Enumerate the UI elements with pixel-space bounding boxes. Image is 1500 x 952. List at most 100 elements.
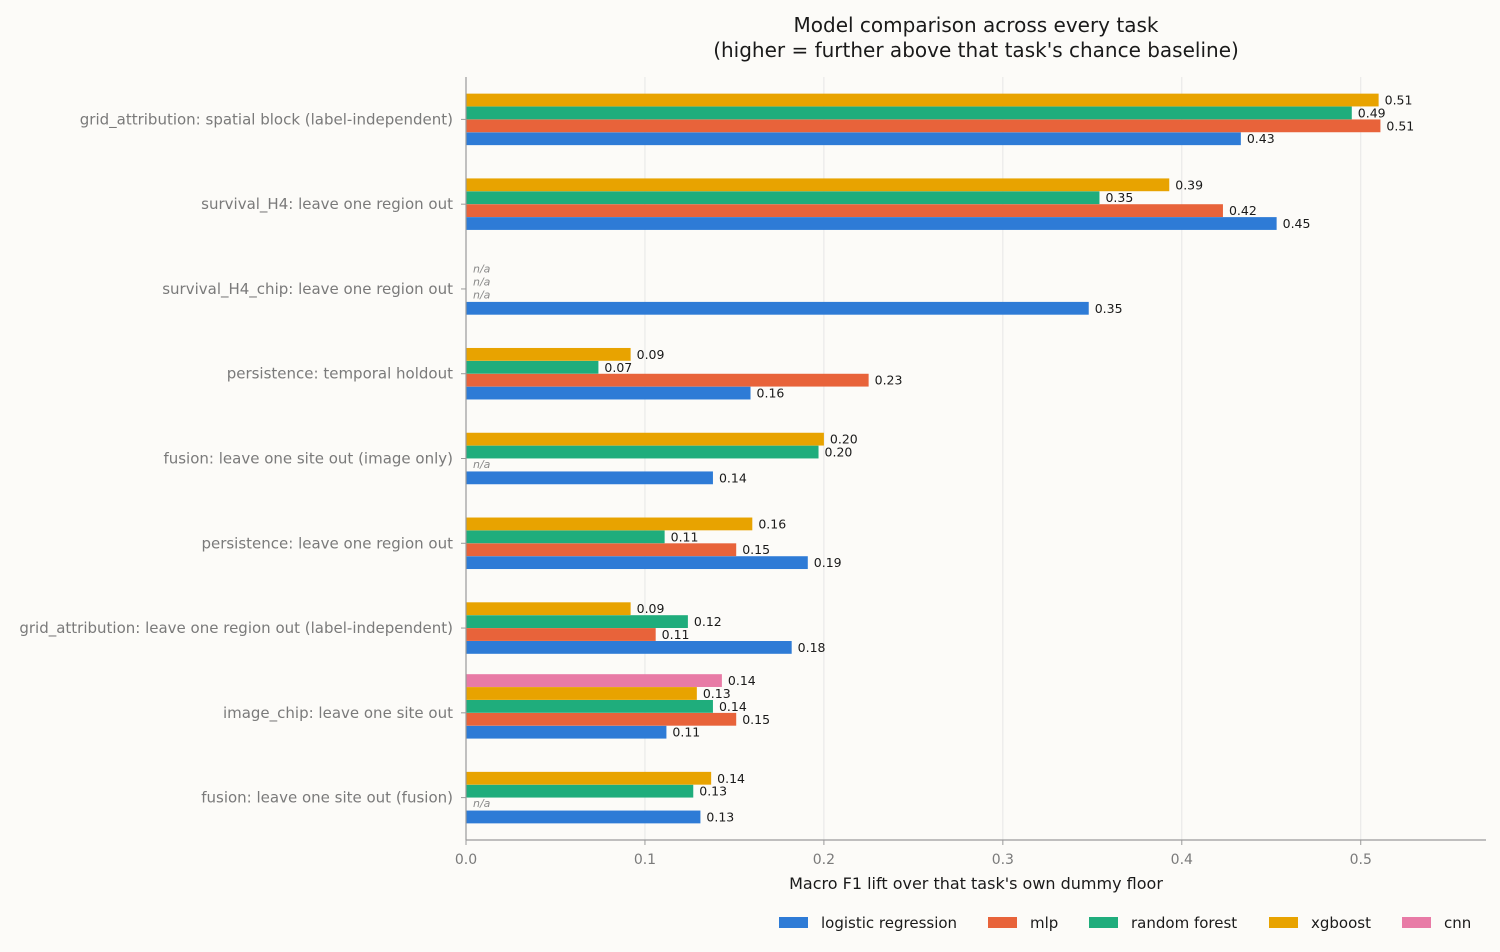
- category-label: persistence: leave one region out: [201, 534, 453, 552]
- legend-swatch: [1089, 917, 1118, 928]
- na-label: n/a: [473, 275, 491, 288]
- bar-logistic-regression: [466, 725, 667, 739]
- data-label: 0.11: [671, 529, 699, 544]
- x-tick-label: 0.5: [1350, 852, 1372, 868]
- bar-xgboost: [466, 93, 1379, 107]
- data-label: 0.18: [798, 640, 826, 655]
- bar-mlp: [466, 373, 869, 387]
- category-label: grid_attribution: leave one region out (…: [19, 619, 453, 638]
- bar-xgboost: [466, 347, 631, 361]
- bar-random-forest: [466, 615, 688, 629]
- legend-swatch: [779, 917, 808, 928]
- x-tick-label: 0.1: [634, 852, 656, 868]
- data-label: 0.14: [719, 470, 747, 485]
- data-label: 0.13: [703, 686, 731, 701]
- legend: logistic regression mlp random forest xgboo…: [779, 914, 1471, 932]
- axes: 0.0 0.1 0.2 0.3 0.4 0.5 grid_attribution: spat…: [19, 77, 1486, 868]
- bar-random-forest: [466, 106, 1352, 120]
- bar-mlp: [466, 712, 737, 726]
- bar-logistic-regression: [466, 810, 701, 824]
- data-label: 0.16: [757, 386, 785, 401]
- bar-logistic-regression: [466, 301, 1089, 315]
- bar-mlp: [466, 204, 1223, 218]
- data-label: 0.49: [1358, 105, 1386, 120]
- category-label: grid_attribution: spatial block (label-i…: [80, 110, 453, 129]
- data-label: 0.35: [1095, 301, 1123, 316]
- category-label: image_chip: leave one site out: [223, 704, 453, 723]
- data-label: 0.43: [1247, 131, 1275, 146]
- bar-mlp: [466, 628, 656, 641]
- bar-logistic-regression: [466, 132, 1241, 146]
- data-label: 0.11: [662, 627, 690, 642]
- data-label: 0.07: [604, 360, 632, 375]
- data-label: 0.14: [719, 699, 747, 714]
- bar-random-forest: [466, 445, 819, 459]
- data-label: 0.11: [672, 725, 700, 740]
- data-label: 0.51: [1386, 118, 1414, 133]
- bar-xgboost: [466, 517, 753, 531]
- category-label: fusion: leave one site out (image only): [163, 450, 453, 468]
- bar-random-forest: [466, 360, 599, 374]
- data-label: 0.45: [1283, 216, 1311, 231]
- na-label: n/a: [473, 288, 491, 301]
- data-label: 0.42: [1229, 203, 1257, 218]
- data-label: 0.09: [637, 347, 665, 362]
- bar-mlp: [466, 119, 1381, 133]
- bar-logistic-regression: [466, 641, 792, 654]
- bar-cnn: [466, 674, 722, 687]
- legend-label: cnn: [1444, 914, 1471, 932]
- bar-random-forest: [466, 699, 713, 713]
- bar-random-forest: [466, 784, 694, 798]
- legend-label: logistic regression: [821, 914, 957, 932]
- bar-random-forest: [466, 530, 665, 544]
- data-label: 0.15: [742, 542, 770, 557]
- data-label: 0.51: [1385, 93, 1413, 108]
- bar-xgboost: [466, 687, 697, 700]
- bar-logistic-regression: [466, 471, 713, 485]
- bar-mlp: [466, 543, 737, 557]
- legend-label: mlp: [1030, 914, 1058, 932]
- bar-random-forest: [466, 191, 1100, 205]
- category-label: survival_H4_chip: leave one region out: [162, 280, 453, 299]
- x-axis-title: Macro F1 lift over that task's own dummy…: [789, 874, 1163, 893]
- value-labels: 0.430.510.490.510.450.420.350.390.35n/an…: [473, 93, 1414, 825]
- bar-xgboost: [466, 771, 712, 785]
- bar-xgboost: [466, 178, 1170, 192]
- x-tick-label: 0.3: [992, 852, 1014, 868]
- data-label: 0.20: [830, 432, 858, 447]
- category-label: persistence: temporal holdout: [227, 365, 453, 383]
- data-label: 0.12: [694, 614, 722, 629]
- data-label: 0.15: [742, 712, 770, 727]
- data-label: 0.16: [758, 516, 786, 531]
- x-tick-label: 0.2: [813, 852, 835, 868]
- chart-title-line-2: (higher = further above that task's chan…: [713, 38, 1239, 62]
- chart-title-line-1: Model comparison across every task: [794, 13, 1159, 37]
- na-label: n/a: [473, 458, 491, 471]
- data-label: 0.20: [825, 445, 853, 460]
- legend-swatch: [1402, 917, 1431, 928]
- na-label: n/a: [473, 797, 491, 810]
- x-tick-label: 0.4: [1171, 852, 1193, 868]
- data-label: 0.35: [1105, 190, 1133, 205]
- data-label: 0.13: [699, 784, 727, 799]
- legend-label: random forest: [1131, 914, 1237, 932]
- na-label: n/a: [473, 263, 491, 276]
- x-tick-label: 0.0: [455, 852, 477, 868]
- gridlines: [644, 77, 1362, 840]
- bar-logistic-regression: [466, 386, 751, 400]
- category-label: fusion: leave one site out (fusion): [201, 789, 453, 807]
- category-label: survival_H4: leave one region out: [201, 195, 453, 214]
- data-label: 0.23: [875, 373, 903, 388]
- legend-swatch: [1269, 917, 1298, 928]
- bars: [466, 93, 1381, 824]
- legend-swatch: [988, 917, 1017, 928]
- bar-xgboost: [466, 432, 824, 446]
- data-label: 0.13: [706, 809, 734, 824]
- data-label: 0.14: [728, 673, 756, 688]
- legend-label: xgboost: [1311, 914, 1371, 932]
- bar-logistic-regression: [466, 217, 1277, 230]
- data-label: 0.19: [814, 555, 842, 570]
- data-label: 0.14: [717, 771, 745, 786]
- bar-xgboost: [466, 602, 631, 616]
